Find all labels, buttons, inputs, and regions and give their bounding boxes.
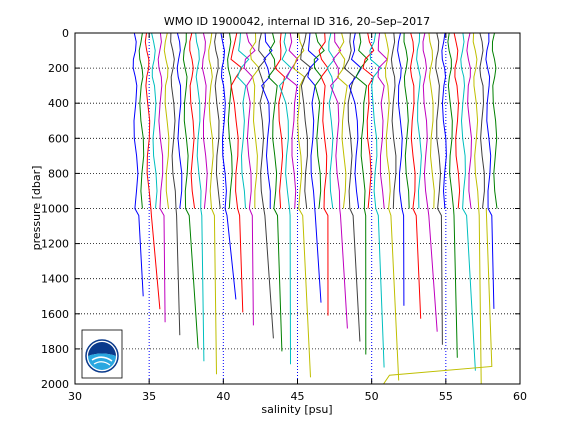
profiles [132, 32, 498, 385]
y-tick-label: 1000 [41, 203, 69, 216]
profile-line [390, 32, 397, 209]
profile-line [163, 32, 170, 209]
profile-line [227, 32, 233, 209]
profile-line [151, 32, 158, 209]
profile-line [157, 32, 166, 323]
profile-line [220, 32, 237, 300]
y-tick-label: 0 [62, 27, 69, 40]
profile-line [485, 32, 495, 309]
profile-line [435, 32, 443, 345]
profile-line [422, 32, 438, 332]
profile-line [170, 32, 181, 336]
profile-line [144, 32, 161, 310]
profile-line [343, 32, 361, 342]
y-tick-label: 2000 [41, 378, 69, 391]
profile-line [491, 32, 498, 209]
profile-line [189, 32, 196, 209]
profile-line [326, 32, 336, 209]
profile-line [330, 32, 348, 329]
profile-line [236, 32, 250, 209]
x-tick-label: 35 [142, 390, 156, 403]
profile-line [362, 32, 375, 209]
profile-line [453, 32, 461, 209]
profile-line [195, 32, 205, 362]
profile-line [274, 32, 286, 209]
profile-line [182, 32, 199, 349]
axis-ticks: 30 35 40 45 50 55 6002004006008001000120014001… [41, 27, 527, 403]
profile-line [369, 32, 385, 368]
y-tick-label: 600 [48, 132, 69, 145]
y-tick-label: 400 [48, 97, 69, 110]
y-tick-label: 800 [48, 167, 69, 180]
profile-line [292, 32, 311, 378]
y-tick-label: 1800 [41, 343, 69, 356]
profile-line [416, 32, 422, 209]
profile-line [214, 32, 221, 209]
profile-line [285, 32, 299, 209]
profile-line-anomalous [383, 208, 493, 385]
noaa-logo [81, 329, 123, 379]
grid [75, 33, 520, 384]
profile-line [384, 32, 400, 381]
x-axis-label: salinity [psu] [261, 403, 332, 416]
profile-line [403, 32, 410, 209]
profile-line [230, 32, 244, 313]
profile-line [249, 32, 260, 209]
profile-line [132, 32, 144, 297]
profile-line [466, 32, 473, 209]
y-tick-label: 200 [48, 62, 69, 75]
profile-line [208, 32, 217, 375]
profile-line [318, 32, 329, 316]
y-tick-label: 1600 [41, 308, 69, 321]
profile-line [257, 32, 274, 339]
profile-line [447, 32, 458, 358]
profile-line [441, 32, 447, 209]
profile-line [397, 32, 405, 306]
x-tick-label: 30 [68, 390, 82, 403]
x-tick-label: 60 [513, 390, 527, 403]
profile-line [472, 32, 482, 384]
profile-line [138, 32, 145, 209]
x-tick-label: 55 [439, 390, 453, 403]
profile-line [307, 32, 322, 303]
y-tick-label: 1400 [41, 273, 69, 286]
profile-line [267, 32, 283, 352]
x-tick-label: 45 [291, 390, 305, 403]
profile-line [479, 32, 485, 209]
profile-line [348, 32, 362, 209]
profile-line [409, 32, 422, 319]
x-tick-label: 40 [216, 390, 230, 403]
profile-line [278, 32, 292, 365]
profile-line [176, 32, 183, 209]
profile-line [355, 32, 369, 355]
profile-line [313, 32, 325, 209]
y-axis-label: pressure [dbar] [30, 166, 43, 251]
profile-line [201, 32, 208, 209]
chart-title: WMO ID 1900042, internal ID 316, 20–Sep–… [164, 15, 430, 28]
profile-line [336, 32, 348, 209]
profile-line [300, 32, 313, 209]
profile-line [428, 32, 435, 209]
profile-line [460, 32, 476, 371]
x-tick-label: 50 [365, 390, 379, 403]
profile-line [377, 32, 388, 209]
y-tick-label: 1200 [41, 238, 69, 251]
